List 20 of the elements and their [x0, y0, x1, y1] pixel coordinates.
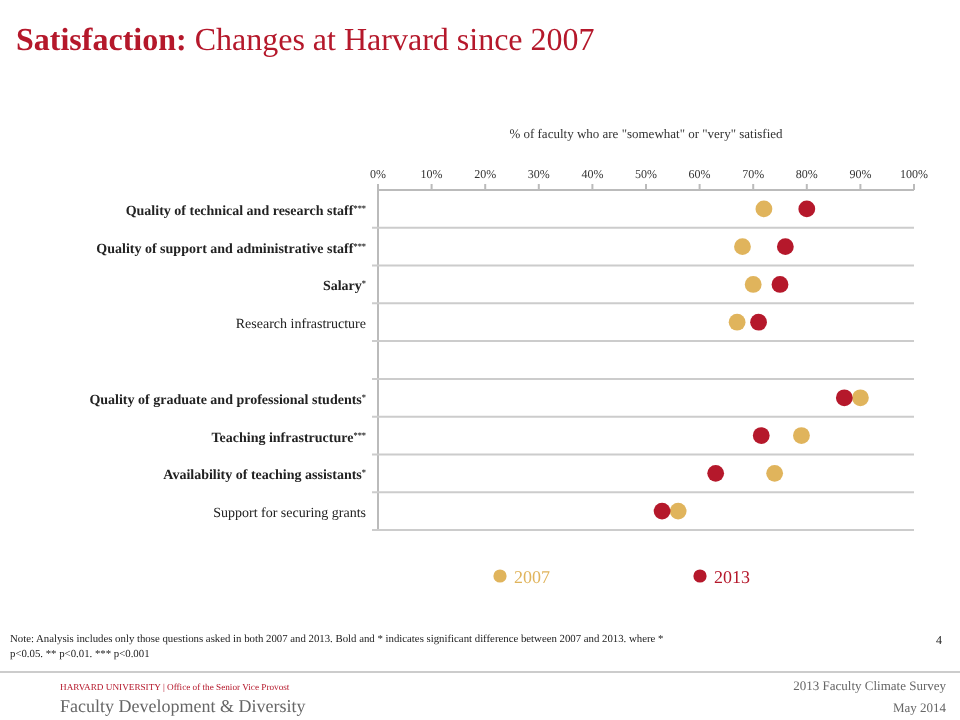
point — [734, 238, 751, 256]
point — [835, 389, 853, 407]
legend-label: 2007 — [514, 567, 551, 587]
point — [653, 502, 671, 520]
text: Faculty Development & Diversity — [60, 696, 307, 716]
point — [707, 464, 725, 482]
chart-title: Satisfaction: Changes at Harvard since 2007 — [16, 24, 595, 58]
point — [793, 427, 810, 444]
point — [755, 200, 773, 218]
point — [752, 427, 770, 444]
point — [669, 502, 687, 520]
legend-label: 2013 — [714, 567, 751, 587]
point — [766, 464, 784, 482]
point — [771, 276, 789, 293]
point — [776, 238, 794, 256]
point — [728, 313, 746, 331]
point — [744, 276, 762, 293]
point — [852, 389, 869, 407]
point — [750, 313, 767, 331]
point — [798, 200, 816, 218]
